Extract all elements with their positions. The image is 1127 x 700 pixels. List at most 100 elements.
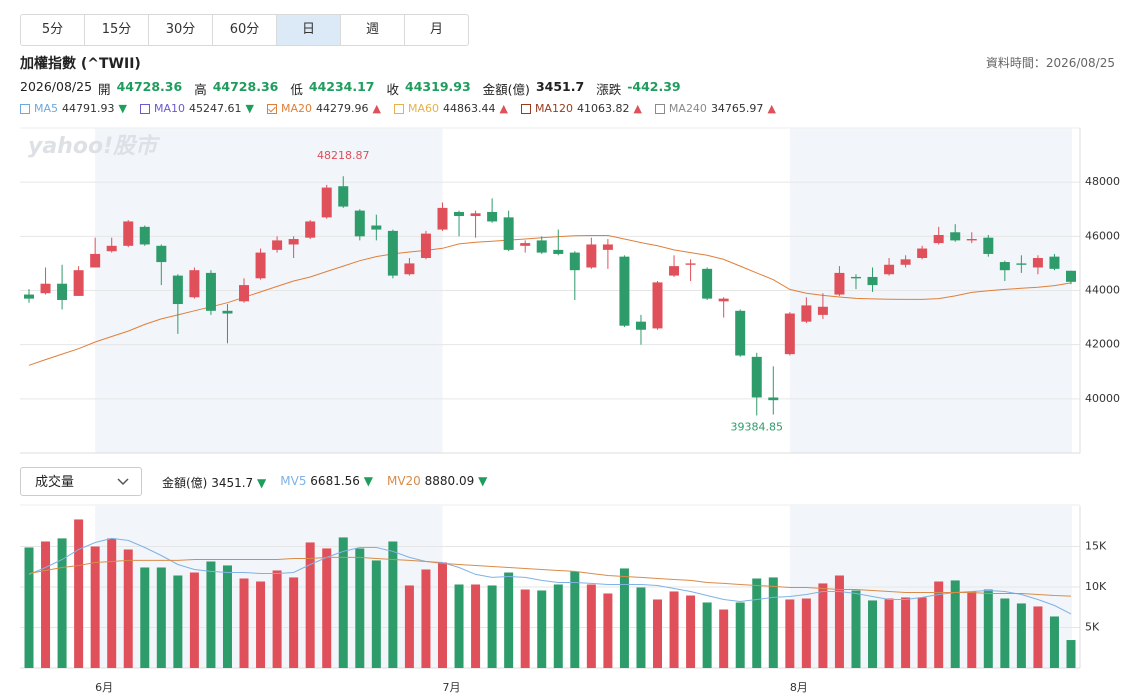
y-tick-label: 48000 xyxy=(1085,175,1120,188)
bar xyxy=(272,570,282,668)
candle-body xyxy=(884,264,895,275)
bar xyxy=(851,590,861,668)
legend-checkbox xyxy=(139,103,150,114)
candle-body xyxy=(239,285,250,302)
bar xyxy=(338,537,348,668)
candle-body xyxy=(834,272,845,295)
bar xyxy=(1016,603,1026,668)
quote-row: 2026/08/25 開 44728.36 高 44728.36 低 44234.17… xyxy=(20,79,687,98)
bar xyxy=(123,549,133,668)
quote-date: 2026/08/25 xyxy=(20,79,93,94)
legend-name: MA5 xyxy=(34,102,59,115)
bar xyxy=(305,542,315,668)
candle-body xyxy=(751,356,762,398)
bar xyxy=(669,591,679,668)
bar xyxy=(983,589,993,668)
candle-body xyxy=(106,245,117,252)
candle-body xyxy=(1032,258,1043,268)
legend-item[interactable]: MA10 45247.61 ▼ xyxy=(139,102,254,115)
candle-body xyxy=(966,239,977,241)
legend-item[interactable]: MA20 44279.96 ▲ xyxy=(266,102,381,115)
legend-name: MA10 xyxy=(153,102,185,115)
change-value: -442.39 xyxy=(627,79,681,94)
bar xyxy=(57,538,67,668)
legend-arrow: ▼ xyxy=(118,102,127,115)
legend-item: 金額(億) 3451.7 ▼ xyxy=(162,474,266,491)
bar xyxy=(603,593,613,668)
candle-body xyxy=(354,210,365,237)
x-tick-label: 6月 xyxy=(95,681,113,694)
legend-checkbox xyxy=(654,103,665,114)
legend-value: 44863.44 xyxy=(442,102,496,115)
open-label: 開 xyxy=(98,82,111,97)
bar xyxy=(653,599,663,668)
tab[interactable]: 15分 xyxy=(84,15,148,45)
candle-body xyxy=(123,221,134,246)
line xyxy=(28,235,1072,366)
bar xyxy=(735,602,745,668)
legend-item[interactable]: MA60 44863.44 ▲ xyxy=(393,102,508,115)
bar xyxy=(256,581,266,668)
candle-body xyxy=(305,221,316,238)
bar xyxy=(785,599,795,668)
candle-body xyxy=(90,253,101,268)
legend-arrow: ▲ xyxy=(499,102,508,115)
candle-body xyxy=(685,263,696,265)
candle-body xyxy=(487,211,498,222)
legend-checkbox xyxy=(20,103,30,114)
legend-value: 8880.09 xyxy=(424,474,475,488)
candle-body xyxy=(139,226,150,245)
bar xyxy=(1049,616,1059,668)
volume-selector[interactable]: 成交量 xyxy=(20,467,142,496)
bar xyxy=(570,571,580,668)
tab[interactable]: 月 xyxy=(404,15,468,45)
bar xyxy=(388,541,398,668)
amount-value: 3451.7 xyxy=(211,476,254,490)
bar xyxy=(553,584,563,668)
bar xyxy=(950,580,960,668)
legend-item[interactable]: MA240 34765.97 ▲ xyxy=(654,102,776,115)
legend-value: 44279.96 xyxy=(315,102,369,115)
candle-body xyxy=(470,213,481,217)
bar xyxy=(404,585,414,668)
bar xyxy=(967,591,977,668)
volume-legend: 金額(億) 3451.7 ▼ MV5 6681.56 ▼ MV20 8880.09… xyxy=(162,474,487,491)
watermark: yahoo!股市 xyxy=(28,133,161,159)
candle-body xyxy=(437,207,448,230)
legend-item[interactable]: MA5 44791.93 ▼ xyxy=(20,102,127,115)
selector-label: 成交量 xyxy=(35,475,75,490)
y-tick-label: 42000 xyxy=(1085,338,1120,351)
legend-name: MA240 xyxy=(668,102,707,115)
legend-checkbox xyxy=(393,103,404,114)
candle-body xyxy=(272,240,283,250)
tab[interactable]: 週 xyxy=(340,15,404,45)
legend-arrow: ▲ xyxy=(372,102,381,115)
candle-body xyxy=(983,237,994,254)
tab[interactable]: 日 xyxy=(276,15,340,45)
tab[interactable]: 30分 xyxy=(148,15,212,45)
legend-name: MV5 xyxy=(280,474,307,488)
y-tick-label: 40000 xyxy=(1085,392,1120,405)
candle-body xyxy=(718,298,729,302)
legend-arrow: ▲ xyxy=(633,102,642,115)
bar xyxy=(74,519,84,668)
candle-body xyxy=(619,256,630,326)
legend-item[interactable]: MA120 41063.82 ▲ xyxy=(520,102,642,115)
tab[interactable]: 60分 xyxy=(212,15,276,45)
open-value: 44728.36 xyxy=(116,79,183,94)
candle-body xyxy=(222,310,233,314)
candle-body xyxy=(569,252,580,271)
bar xyxy=(173,575,183,668)
data-time: 資料時間：2026/08/25 xyxy=(985,56,1115,70)
candle-body xyxy=(40,283,51,294)
legend-name: MA60 xyxy=(407,102,439,115)
bar xyxy=(901,597,911,668)
candle-body xyxy=(784,313,795,355)
bar xyxy=(619,568,629,668)
bar xyxy=(520,589,530,668)
tab[interactable]: 5分 xyxy=(41,22,64,37)
change-label: 漲跌 xyxy=(596,82,622,97)
amount-label: 金額(億) xyxy=(162,476,208,490)
y-tick-label: 15K xyxy=(1085,540,1107,553)
